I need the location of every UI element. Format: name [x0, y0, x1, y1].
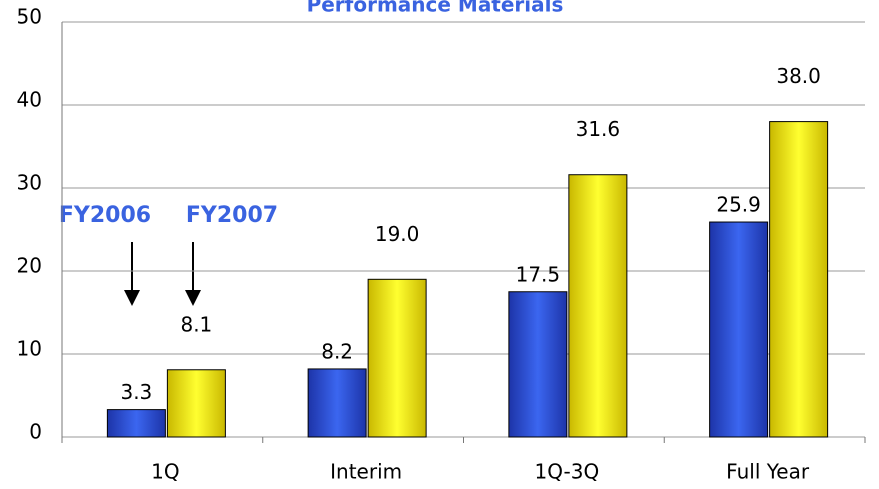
bar [106, 409, 166, 438]
value-label: 31.6 [576, 117, 621, 141]
value-label: 3.3 [120, 380, 152, 404]
y-tick-label: 10 [17, 337, 42, 361]
legend-label: FY2007 [186, 203, 278, 228]
x-tick-label: 1Q [151, 460, 179, 484]
x-tick-label: 1Q-3Q [535, 460, 600, 484]
bar [166, 369, 226, 438]
legend-arrows [124, 242, 201, 306]
y-tick-label: 20 [17, 254, 42, 278]
value-label: 17.5 [516, 262, 561, 286]
bar [508, 291, 568, 438]
chart-title: Performance Materials [307, 0, 564, 17]
value-label: 25.9 [716, 193, 761, 217]
bar [568, 174, 628, 438]
value-label: 8.1 [180, 312, 212, 336]
y-tick-label: 0 [29, 420, 42, 444]
value-label: 19.0 [375, 222, 420, 246]
bar [307, 368, 367, 438]
value-label: 38.0 [776, 64, 821, 88]
bar [367, 278, 427, 438]
value-label: 8.2 [321, 339, 353, 363]
bar [769, 121, 829, 438]
bar [709, 221, 769, 438]
y-tick-label: 50 [17, 5, 42, 29]
x-tick-label: Full Year [726, 460, 810, 484]
y-tick-label: 40 [17, 88, 42, 112]
y-tick-label: 30 [17, 171, 42, 195]
x-tick-label: Interim [330, 460, 402, 484]
legend-label: FY2006 [59, 203, 151, 228]
